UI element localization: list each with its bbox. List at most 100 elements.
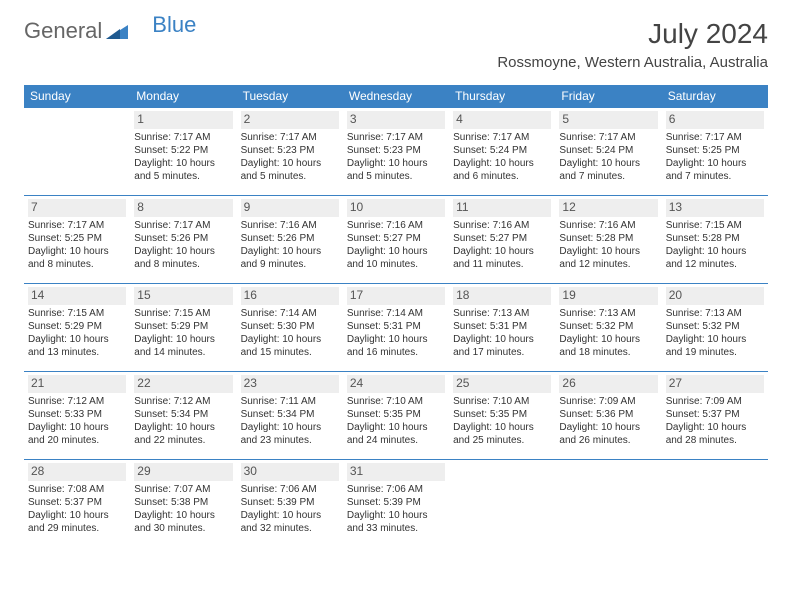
cell-d2: and 28 minutes. [666,434,764,447]
cell-sr: Sunrise: 7:15 AM [28,307,126,320]
day-number: 30 [241,463,339,481]
cell-ss: Sunset: 5:28 PM [666,232,764,245]
cell-sr: Sunrise: 7:13 AM [666,307,764,320]
cell-sr: Sunrise: 7:17 AM [134,219,232,232]
calendar-cell: 21Sunrise: 7:12 AMSunset: 5:33 PMDayligh… [24,372,130,460]
calendar-cell: 31Sunrise: 7:06 AMSunset: 5:39 PMDayligh… [343,460,449,548]
calendar-cell: 30Sunrise: 7:06 AMSunset: 5:39 PMDayligh… [237,460,343,548]
calendar-cell: 22 Sunrise: 7:12 AMSunset: 5:34 PMDayligh… [130,372,236,460]
cell-sr: Sunrise: 7:12 AM [134,395,232,408]
calendar-cell: 13Sunrise: 7:15 AMSunset: 5:28 PMDayligh… [662,196,768,284]
cell-ss: Sunset: 5:32 PM [666,320,764,333]
cell-d1: Daylight: 10 hours [28,421,126,434]
cell-sr: Sunrise: 7:11 AM [241,395,339,408]
cell-ss: Sunset: 5:24 PM [453,144,551,157]
cell-ss: Sunset: 5:23 PM [347,144,445,157]
cell-d2: and 20 minutes. [28,434,126,447]
cell-ss: Sunset: 5:33 PM [28,408,126,421]
cell-ss: Sunset: 5:32 PM [559,320,657,333]
cell-sr: Sunrise: 7:14 AM [347,307,445,320]
day-number: 11 [453,199,551,217]
cell-d1: Daylight: 10 hours [241,333,339,346]
cell-d1: Daylight: 10 hours [453,333,551,346]
cell-ss: Sunset: 5:36 PM [559,408,657,421]
cell-d2: and 29 minutes. [28,522,126,535]
calendar-cell: 14Sunrise: 7:15 AMSunset: 5:29 PMDayligh… [24,284,130,372]
cell-d1: Daylight: 10 hours [241,157,339,170]
cell-sr: Sunrise: 7:15 AM [666,219,764,232]
calendar-cell: 25Sunrise: 7:10 AMSunset: 5:35 PMDayligh… [449,372,555,460]
cell-ss: Sunset: 5:34 PM [241,408,339,421]
day-number: 17 [347,287,445,305]
calendar-cell: 8 Sunrise: 7:17 AMSunset: 5:26 PMDaylight… [130,196,236,284]
cell-ss: Sunset: 5:35 PM [453,408,551,421]
day-number: 10 [347,199,445,217]
cell-ss: Sunset: 5:29 PM [134,320,232,333]
cell-d2: and 11 minutes. [453,258,551,271]
cell-ss: Sunset: 5:31 PM [453,320,551,333]
day-number: 5 [559,111,657,129]
cell-d2: and 5 minutes. [241,170,339,183]
cell-d2: and 26 minutes. [559,434,657,447]
cell-d1: Daylight: 10 hours [134,421,232,434]
day-number: 9 [241,199,339,217]
calendar-cell: 23Sunrise: 7:11 AMSunset: 5:34 PMDayligh… [237,372,343,460]
logo-text-blue: Blue [152,12,196,38]
cell-d2: and 9 minutes. [241,258,339,271]
cell-ss: Sunset: 5:26 PM [241,232,339,245]
cell-d2: and 23 minutes. [241,434,339,447]
cell-d1: Daylight: 10 hours [134,245,232,258]
cell-d2: and 14 minutes. [134,346,232,359]
cell-d1: Daylight: 10 hours [28,333,126,346]
cell-d1: Daylight: 10 hours [134,157,232,170]
day-header: Friday [555,85,661,108]
day-number: 28 [28,463,126,481]
cell-sr: Sunrise: 7:13 AM [559,307,657,320]
cell-sr: Sunrise: 7:06 AM [241,483,339,496]
cell-ss: Sunset: 5:26 PM [134,232,232,245]
day-header: Wednesday [343,85,449,108]
cell-sr: Sunrise: 7:17 AM [559,131,657,144]
cell-d2: and 17 minutes. [453,346,551,359]
cell-sr: Sunrise: 7:16 AM [453,219,551,232]
cell-sr: Sunrise: 7:16 AM [559,219,657,232]
day-number: 4 [453,111,551,129]
day-number: 8 [134,199,232,217]
cell-d2: and 25 minutes. [453,434,551,447]
cell-d2: and 8 minutes. [134,258,232,271]
day-number: 12 [559,199,657,217]
cell-d2: and 5 minutes. [347,170,445,183]
cell-d1: Daylight: 10 hours [666,157,764,170]
cell-d1: Daylight: 10 hours [559,157,657,170]
calendar-cell: 3Sunrise: 7:17 AMSunset: 5:23 PMDaylight… [343,108,449,196]
logo-triangle-icon [106,19,128,35]
calendar-cell: 24Sunrise: 7:10 AMSunset: 5:35 PMDayligh… [343,372,449,460]
calendar-cell: 4Sunrise: 7:17 AMSunset: 5:24 PMDaylight… [449,108,555,196]
cell-ss: Sunset: 5:25 PM [666,144,764,157]
day-number: 29 [134,463,232,481]
cell-ss: Sunset: 5:34 PM [134,408,232,421]
day-number: 13 [666,199,764,217]
calendar-cell [662,460,768,548]
cell-sr: Sunrise: 7:15 AM [134,307,232,320]
cell-d1: Daylight: 10 hours [666,421,764,434]
day-header: Tuesday [237,85,343,108]
cell-d2: and 18 minutes. [559,346,657,359]
day-number: 20 [666,287,764,305]
day-header: Sunday [24,85,130,108]
day-header: Thursday [449,85,555,108]
location: Rossmoyne, Western Australia, Australia [497,54,768,71]
cell-sr: Sunrise: 7:14 AM [241,307,339,320]
day-number: 2 [241,111,339,129]
calendar-cell: 12Sunrise: 7:16 AMSunset: 5:28 PMDayligh… [555,196,661,284]
calendar-cell: 1Sunrise: 7:17 AMSunset: 5:22 PMDaylight… [130,108,236,196]
cell-ss: Sunset: 5:37 PM [666,408,764,421]
calendar-cell: 28Sunrise: 7:08 AMSunset: 5:37 PMDayligh… [24,460,130,548]
cell-d2: and 7 minutes. [666,170,764,183]
cell-ss: Sunset: 5:29 PM [28,320,126,333]
cell-sr: Sunrise: 7:13 AM [453,307,551,320]
cell-ss: Sunset: 5:28 PM [559,232,657,245]
day-number: 22 [134,375,232,393]
cell-ss: Sunset: 5:27 PM [347,232,445,245]
cell-sr: Sunrise: 7:07 AM [134,483,232,496]
